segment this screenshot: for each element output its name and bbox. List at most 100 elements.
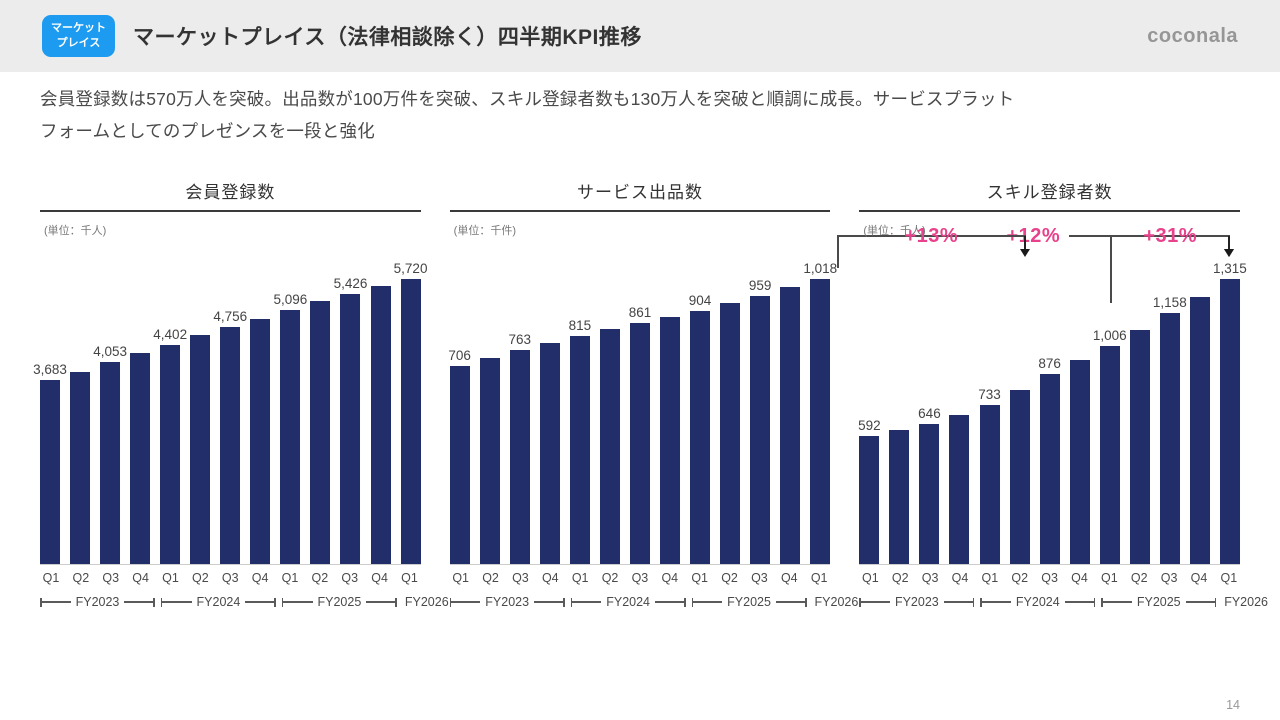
chart-plot: (単位：千人) 3,683 4,053 4,402 4,756 5,096 5,426 5,… <box>33 220 1234 565</box>
bar-column: 4,756 <box>213 220 247 564</box>
summary-line-1: 会員登録数は570万人を突破。出品数が100万件を突破、スキル登録者数も130万… <box>40 89 1015 109</box>
bar-value-label: 1,315 <box>1213 261 1247 276</box>
bar-column: 815 <box>568 220 592 564</box>
bar-column: 3,683 <box>33 220 67 564</box>
bar <box>949 415 970 564</box>
bar <box>1009 390 1030 564</box>
bar-column: 1,006 <box>1093 220 1127 564</box>
bar-column <box>250 220 271 564</box>
fiscal-year-bracket: FY2023 <box>859 595 975 609</box>
bar-value-label: 904 <box>688 293 712 308</box>
bar <box>569 336 590 564</box>
arrow-down-icon <box>1224 249 1235 257</box>
bar <box>479 358 500 564</box>
quarter-label: Q2 <box>891 571 909 585</box>
quarter-label: Q1 <box>1220 571 1238 585</box>
quarter-label: Q2 <box>1130 571 1148 585</box>
bar-column: 861 <box>628 220 652 564</box>
bar-column <box>889 220 910 564</box>
bar-column <box>949 220 970 564</box>
quarter-label: Q4 <box>1071 571 1088 585</box>
charts-row: 会員登録数 (単位：千人) 3,683 4,053 4,402 4,756 5,096 5… <box>33 178 1268 609</box>
quarter-label: Q3 <box>341 571 359 585</box>
bar-column <box>479 220 500 564</box>
summary-line-2: フォームとしてのプレゼンスを一段と強化 <box>40 120 375 141</box>
growth-annotation: +13% <box>837 225 1030 268</box>
fiscal-year-axis: FY2023 FY2024 FY2025 FY2026 <box>859 595 1268 609</box>
bar <box>1039 374 1060 564</box>
quarter-label: Q2 <box>311 571 329 585</box>
bar-column: 763 <box>508 220 532 564</box>
x-axis-labels: Q1 Q2 Q3 Q4 Q1 Q2 Q3 Q4 Q1 Q2 Q3 Q4 Q1 <box>450 565 831 585</box>
fiscal-year-bracket: FY2025 <box>691 595 807 609</box>
bar-series: 592 646 733 876 1,006 1,158 1,315 <box>858 220 1247 565</box>
fiscal-year-label: FY2026 <box>1224 595 1268 609</box>
bar-column <box>660 220 680 564</box>
bar <box>70 372 91 564</box>
quarter-label: Q2 <box>72 571 90 585</box>
bar-column <box>539 220 560 564</box>
growth-annotation: +31% <box>1110 225 1235 303</box>
bar <box>780 287 801 564</box>
bar <box>539 343 560 564</box>
x-axis-labels: Q1 Q2 Q3 Q4 Q1 Q2 Q3 Q4 Q1 Q2 Q3 Q4 Q1 <box>859 565 1240 585</box>
bar <box>1129 330 1150 564</box>
bar <box>310 301 331 564</box>
bracket-left-segment <box>836 235 998 237</box>
bar-column: 5,720 <box>394 220 427 564</box>
bar-value-label: 959 <box>748 278 772 293</box>
chart-plot: (単位：千人) 592 646 733 876 1,006 1,158 1,315 +31% <box>858 220 1247 565</box>
bar-value-label: 733 <box>978 387 1001 402</box>
category-badge: マーケット プレイス <box>42 15 115 57</box>
bar-value-label: 763 <box>508 332 532 347</box>
bar-series: 3,683 4,053 4,402 4,756 5,096 5,426 5,720 <box>33 220 427 565</box>
quarter-label: Q4 <box>132 571 149 585</box>
quarter-label: Q3 <box>751 571 768 585</box>
quarter-label: Q4 <box>1190 571 1208 585</box>
quarter-label: Q1 <box>862 571 879 585</box>
quarter-label: Q1 <box>162 571 179 585</box>
bar-value-label: 706 <box>448 348 471 363</box>
quarter-label: Q4 <box>371 571 388 585</box>
bar <box>1159 313 1180 564</box>
unit-label: (単位：千件) <box>453 225 516 237</box>
summary-text: 会員登録数は570万人を突破。出品数が100万件を突破、スキル登録者数も130万… <box>40 84 1240 148</box>
bar-value-label: 861 <box>628 305 652 320</box>
fiscal-year-label: FY2026 <box>404 595 449 609</box>
annotation-bracket-line: +12% <box>836 225 1230 247</box>
bar <box>919 424 940 564</box>
bar-column <box>370 220 391 564</box>
bar <box>889 430 910 564</box>
bar-column <box>1129 220 1150 564</box>
bar-column <box>70 220 91 564</box>
bracket-left-segment <box>837 235 896 237</box>
arrow-down-icon <box>1019 249 1030 257</box>
bar-column <box>1189 220 1210 564</box>
quarter-label: Q3 <box>512 571 529 585</box>
bar-column: 5,096 <box>273 220 307 564</box>
quarter-label: Q3 <box>221 571 239 585</box>
bracket-left-vertical <box>1110 236 1112 303</box>
fiscal-year-bracket: FY2023 <box>40 595 155 609</box>
bar-value-label: 4,402 <box>153 327 188 342</box>
bar <box>160 345 181 564</box>
chart-panel: スキル登録者数 (単位：千人) 592 646 733 876 1,006 1,158 1,… <box>858 178 1268 609</box>
bar-column: 706 <box>448 220 471 564</box>
fiscal-year-axis: FY2023 FY2024 FY2025 FY2026 <box>449 595 858 609</box>
bar <box>810 279 831 564</box>
bar <box>1099 346 1120 564</box>
quarter-label: Q4 <box>661 571 679 585</box>
growth-percent-label: +13% <box>904 225 959 247</box>
bar <box>190 335 211 564</box>
bar <box>660 317 680 564</box>
bar-column: 904 <box>688 220 712 564</box>
quarter-label: Q4 <box>951 571 969 585</box>
bar <box>100 362 121 564</box>
quarter-label: Q1 <box>452 571 470 585</box>
bracket-right-segment <box>1069 235 1230 237</box>
bracket-left-segment <box>1110 235 1135 237</box>
bar-value-label: 815 <box>568 318 592 333</box>
page-title: マーケットプレイス（法律相談除く）四半期KPI推移 <box>133 26 642 49</box>
bar-value-label: 3,683 <box>33 362 67 377</box>
